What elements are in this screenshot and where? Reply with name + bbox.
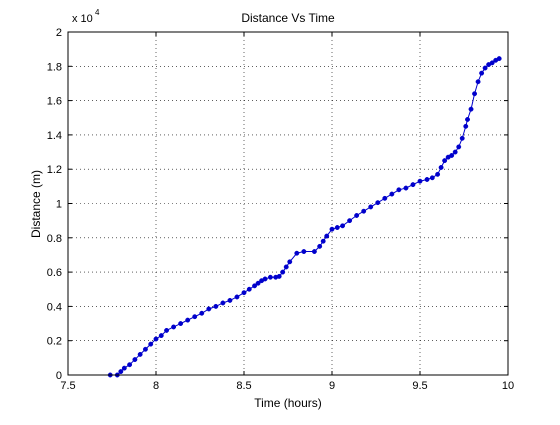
- y-tick-label: 0.4: [47, 301, 62, 313]
- data-point: [158, 333, 164, 339]
- y-tick-label: 0.2: [47, 336, 62, 348]
- data-point: [294, 250, 300, 256]
- data-point: [489, 60, 495, 66]
- data-point: [283, 264, 289, 270]
- y-tick-label: 1.6: [47, 96, 62, 108]
- data-point: [171, 324, 177, 330]
- y-tick-label: 1.4: [47, 130, 62, 142]
- data-point: [479, 70, 485, 76]
- data-point: [213, 303, 219, 309]
- data-point: [241, 290, 247, 296]
- data-point: [153, 336, 159, 342]
- data-point: [276, 273, 282, 279]
- y-tick-label: 1.2: [47, 164, 62, 176]
- data-point: [252, 283, 258, 289]
- data-point: [267, 274, 273, 280]
- data-point: [262, 276, 268, 282]
- data-point: [317, 243, 323, 249]
- data-point: [164, 327, 170, 333]
- data-point: [137, 351, 143, 357]
- chart-title: Distance Vs Time: [241, 11, 335, 25]
- y-tick-label: 1.8: [47, 61, 62, 73]
- data-point: [280, 269, 286, 275]
- y-axis-label: Distance (m): [29, 170, 43, 238]
- data-point: [456, 144, 462, 150]
- tick-marks: [67, 31, 509, 376]
- data-point: [178, 321, 184, 326]
- data-point: [246, 286, 252, 292]
- data-point: [354, 213, 360, 218]
- data-point: [311, 249, 317, 254]
- data-point: [234, 294, 240, 300]
- x-tick-label: 8.5: [236, 380, 251, 392]
- data-point: [127, 362, 133, 368]
- data-point: [320, 238, 326, 244]
- data-point: [403, 185, 409, 191]
- data-point: [438, 165, 444, 170]
- data-point: [396, 187, 402, 193]
- data-point: [424, 177, 430, 182]
- data-point: [220, 300, 226, 306]
- grid-lines: [68, 32, 508, 375]
- data-point: [496, 56, 502, 62]
- x-axis-label: Time (hours): [254, 396, 322, 410]
- x-tick-label: 10: [502, 380, 514, 392]
- data-point: [389, 191, 395, 197]
- data-point: [375, 200, 381, 206]
- data-point: [361, 208, 367, 214]
- data-point: [465, 117, 470, 122]
- data-point: [452, 149, 458, 155]
- data-point: [410, 182, 416, 188]
- tick-labels: 7.5 8 8.5 9 9.5 10 0 0.2 0.4 0.6 0.8 1 1.2 1.4 1.6 1.8 2: [47, 27, 514, 392]
- data-point: [340, 223, 346, 229]
- data-point: [301, 249, 307, 254]
- data-point: [435, 171, 441, 177]
- data-point: [472, 91, 478, 97]
- data-point: [142, 346, 148, 352]
- x-tick-label: 9: [329, 380, 335, 392]
- data-point: [449, 153, 455, 158]
- data-point: [121, 365, 127, 371]
- data-point: [132, 357, 138, 363]
- data-point: [382, 195, 388, 201]
- y-tick-label: 0.6: [47, 267, 62, 279]
- data-point: [324, 233, 330, 239]
- data-point: [368, 204, 374, 210]
- data-point: [192, 314, 198, 320]
- data-point: [148, 341, 154, 347]
- data-point: [185, 317, 191, 323]
- x-tick-label: 9.5: [412, 380, 427, 392]
- y-tick-label: 0: [56, 370, 62, 382]
- data-point: [475, 79, 481, 85]
- data-point: [329, 226, 335, 232]
- data-point: [287, 259, 293, 265]
- y-exponent-power: 4: [95, 8, 100, 17]
- y-tick-label: 0.8: [47, 233, 62, 245]
- data-point: [334, 225, 340, 230]
- data-point: [118, 369, 124, 375]
- y-tick-label: 2: [56, 27, 62, 39]
- data-point: [347, 218, 353, 224]
- data-point: [442, 158, 448, 164]
- data-point: [199, 310, 205, 316]
- data-point: [255, 280, 261, 286]
- data-point: [463, 123, 469, 129]
- x-tick-label: 8: [153, 380, 159, 392]
- x-tick-label: 7.5: [60, 380, 75, 392]
- data-point: [468, 106, 474, 112]
- y-exponent-label: x 10: [72, 13, 93, 25]
- data-point: [459, 135, 465, 141]
- data-point: [417, 178, 423, 184]
- data-point: [227, 297, 233, 303]
- data-point: [429, 175, 435, 181]
- data-layer: [107, 56, 502, 378]
- data-point: [206, 306, 212, 312]
- y-tick-label: 1: [56, 199, 62, 211]
- data-point: [482, 65, 488, 71]
